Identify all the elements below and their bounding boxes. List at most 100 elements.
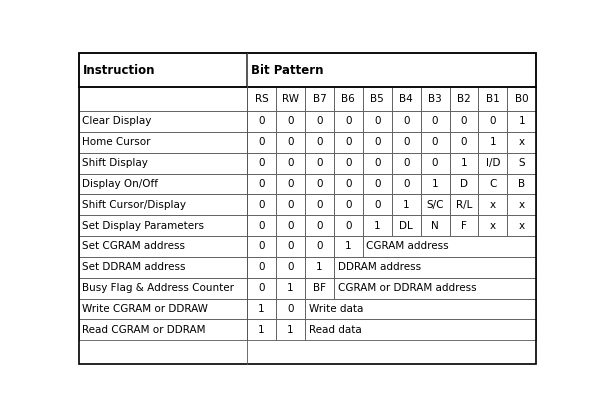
Bar <box>508 132 536 153</box>
Bar <box>276 257 305 278</box>
Bar <box>363 111 392 132</box>
Bar <box>305 153 334 173</box>
Bar <box>508 173 536 194</box>
Text: B6: B6 <box>341 94 355 104</box>
Text: 0: 0 <box>259 117 265 126</box>
Bar <box>276 299 305 319</box>
Bar <box>421 132 449 153</box>
Bar <box>276 319 305 340</box>
Text: 0: 0 <box>316 241 323 251</box>
Text: RW: RW <box>282 94 299 104</box>
Bar <box>478 87 508 111</box>
Text: I/D: I/D <box>485 158 500 168</box>
Text: 0: 0 <box>287 179 294 189</box>
Bar <box>276 132 305 153</box>
Text: 1: 1 <box>432 179 439 189</box>
Bar <box>276 215 305 236</box>
Text: Set CGRAM address: Set CGRAM address <box>82 241 185 251</box>
Text: B0: B0 <box>515 94 529 104</box>
Bar <box>392 215 421 236</box>
Bar <box>449 173 478 194</box>
Bar <box>276 153 305 173</box>
Bar <box>247 153 276 173</box>
Bar <box>79 173 247 194</box>
Text: Instruction: Instruction <box>82 63 155 77</box>
Text: 1: 1 <box>518 117 525 126</box>
Bar <box>449 153 478 173</box>
Text: 0: 0 <box>287 137 294 147</box>
Bar <box>305 87 334 111</box>
Text: DL: DL <box>399 221 413 231</box>
Bar <box>305 132 334 153</box>
Bar <box>392 173 421 194</box>
Text: Set DDRAM address: Set DDRAM address <box>82 262 186 272</box>
Bar <box>79 299 247 319</box>
Text: 0: 0 <box>461 117 467 126</box>
Text: 0: 0 <box>316 221 323 231</box>
Bar <box>508 111 536 132</box>
Bar <box>421 111 449 132</box>
Text: 0: 0 <box>432 158 439 168</box>
Text: S/C: S/C <box>427 200 444 210</box>
Bar <box>478 194 508 215</box>
Bar <box>247 132 276 153</box>
Text: F: F <box>461 221 467 231</box>
Bar <box>334 153 363 173</box>
Bar <box>508 215 536 236</box>
Text: B7: B7 <box>313 94 326 104</box>
Text: 1: 1 <box>287 325 294 335</box>
Bar <box>305 319 536 340</box>
Text: 0: 0 <box>432 117 439 126</box>
Bar <box>79 278 247 299</box>
Bar <box>79 319 247 340</box>
Text: 0: 0 <box>287 158 294 168</box>
Text: N: N <box>431 221 439 231</box>
Text: 0: 0 <box>287 241 294 251</box>
Bar <box>449 215 478 236</box>
Bar <box>478 132 508 153</box>
Text: 1: 1 <box>316 262 323 272</box>
Text: 0: 0 <box>287 200 294 210</box>
Text: 0: 0 <box>287 304 294 314</box>
Text: 0: 0 <box>287 262 294 272</box>
Bar <box>334 173 363 194</box>
Text: S: S <box>518 158 525 168</box>
Bar <box>305 194 334 215</box>
Bar <box>392 111 421 132</box>
Text: x: x <box>490 221 496 231</box>
Text: Busy Flag & Address Counter: Busy Flag & Address Counter <box>82 283 235 293</box>
Text: BF: BF <box>313 283 326 293</box>
Text: 0: 0 <box>259 200 265 210</box>
Text: 0: 0 <box>287 117 294 126</box>
Bar <box>478 173 508 194</box>
Bar <box>247 111 276 132</box>
Text: 0: 0 <box>345 158 352 168</box>
Bar <box>334 194 363 215</box>
Text: Write data: Write data <box>308 304 363 314</box>
Text: B: B <box>518 179 526 189</box>
Text: 0: 0 <box>374 179 380 189</box>
Bar <box>421 194 449 215</box>
Bar <box>305 257 334 278</box>
Text: Read data: Read data <box>308 325 361 335</box>
Bar <box>79 111 247 132</box>
Text: 0: 0 <box>316 179 323 189</box>
Text: Set Display Parameters: Set Display Parameters <box>82 221 205 231</box>
Text: 1: 1 <box>374 221 380 231</box>
Text: 0: 0 <box>316 158 323 168</box>
Text: 0: 0 <box>259 158 265 168</box>
Text: Read CGRAM or DDRAM: Read CGRAM or DDRAM <box>82 325 206 335</box>
Bar <box>334 257 536 278</box>
Bar <box>334 132 363 153</box>
Bar <box>334 215 363 236</box>
Bar <box>247 299 276 319</box>
Bar <box>79 87 247 111</box>
Text: 0: 0 <box>345 179 352 189</box>
Bar <box>363 173 392 194</box>
Text: 0: 0 <box>345 200 352 210</box>
Text: 0: 0 <box>403 117 409 126</box>
Bar <box>79 194 247 215</box>
Bar <box>392 194 421 215</box>
Text: 0: 0 <box>259 179 265 189</box>
Text: 0: 0 <box>374 117 380 126</box>
